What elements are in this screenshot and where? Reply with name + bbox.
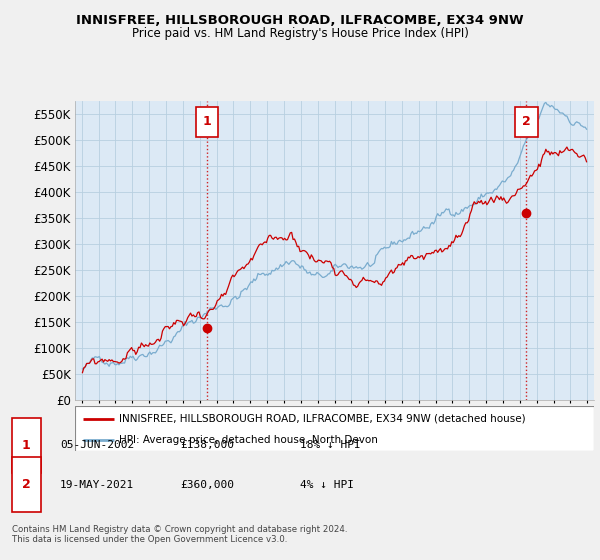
Text: 2: 2 <box>22 478 31 491</box>
Text: 1: 1 <box>22 439 31 452</box>
Text: Price paid vs. HM Land Registry's House Price Index (HPI): Price paid vs. HM Land Registry's House … <box>131 27 469 40</box>
Text: £138,000: £138,000 <box>180 441 234 450</box>
Text: 18% ↓ HPI: 18% ↓ HPI <box>300 441 361 450</box>
Text: INNISFREE, HILLSBOROUGH ROAD, ILFRACOMBE, EX34 9NW (detached house): INNISFREE, HILLSBOROUGH ROAD, ILFRACOMBE… <box>119 413 526 423</box>
Text: Contains HM Land Registry data © Crown copyright and database right 2024.
This d: Contains HM Land Registry data © Crown c… <box>12 525 347 544</box>
Text: 05-JUN-2002: 05-JUN-2002 <box>60 441 134 450</box>
Text: 1: 1 <box>203 115 211 128</box>
Text: 19-MAY-2021: 19-MAY-2021 <box>60 480 134 489</box>
Text: £360,000: £360,000 <box>180 480 234 489</box>
FancyBboxPatch shape <box>196 107 218 137</box>
Text: 2: 2 <box>522 115 530 128</box>
FancyBboxPatch shape <box>515 107 538 137</box>
Text: INNISFREE, HILLSBOROUGH ROAD, ILFRACOMBE, EX34 9NW: INNISFREE, HILLSBOROUGH ROAD, ILFRACOMBE… <box>76 14 524 27</box>
Text: HPI: Average price, detached house, North Devon: HPI: Average price, detached house, Nort… <box>119 435 378 445</box>
Text: 4% ↓ HPI: 4% ↓ HPI <box>300 480 354 489</box>
